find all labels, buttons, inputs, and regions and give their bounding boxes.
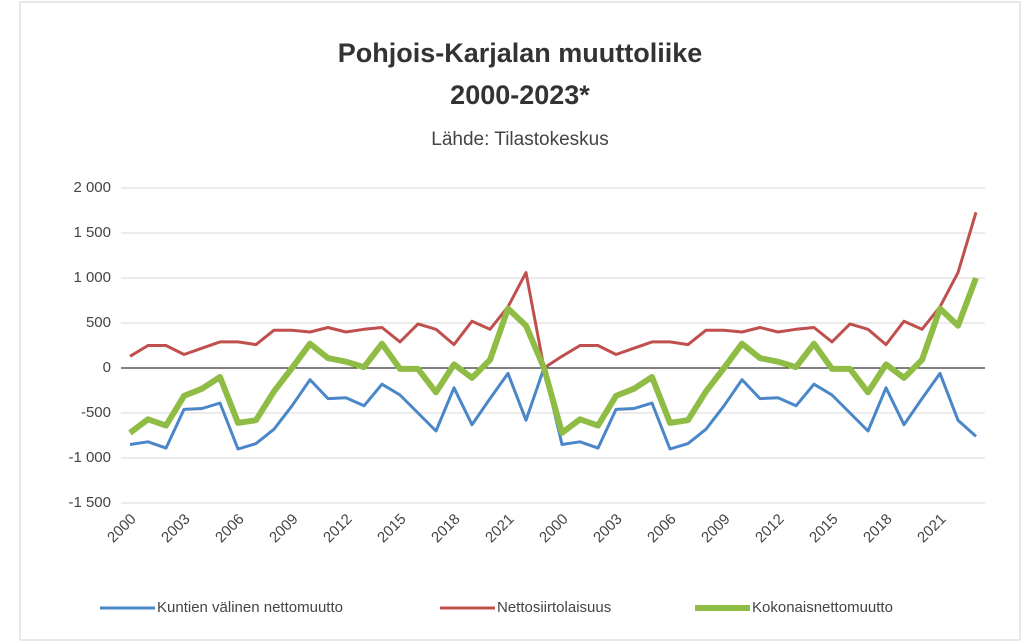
y-tick-label: -1 500: [68, 494, 111, 511]
legend-label: Kokonaisnettomuutto: [752, 599, 893, 616]
chart-title: Pohjois-Karjalan muuttoliike: [338, 38, 703, 68]
series-line: [129, 211, 978, 370]
chart-subtitle: Lähde: Tilastokeskus: [431, 129, 608, 150]
legend-label: Kuntien välinen nettomuutto: [157, 599, 343, 616]
y-tick-label: 500: [86, 314, 111, 331]
y-tick-label: -500: [81, 404, 111, 421]
y-tick-label: 1 000: [73, 269, 111, 286]
y-tick-label: 0: [103, 359, 111, 376]
y-tick-label: 2 000: [73, 179, 111, 196]
series-line: [128, 276, 979, 436]
legend-label: Nettosiirtolaisuus: [497, 599, 611, 616]
y-tick-label: -1 000: [68, 449, 111, 466]
y-tick-label: 1 500: [73, 224, 111, 241]
chart-title: 2000-2023*: [450, 80, 590, 110]
